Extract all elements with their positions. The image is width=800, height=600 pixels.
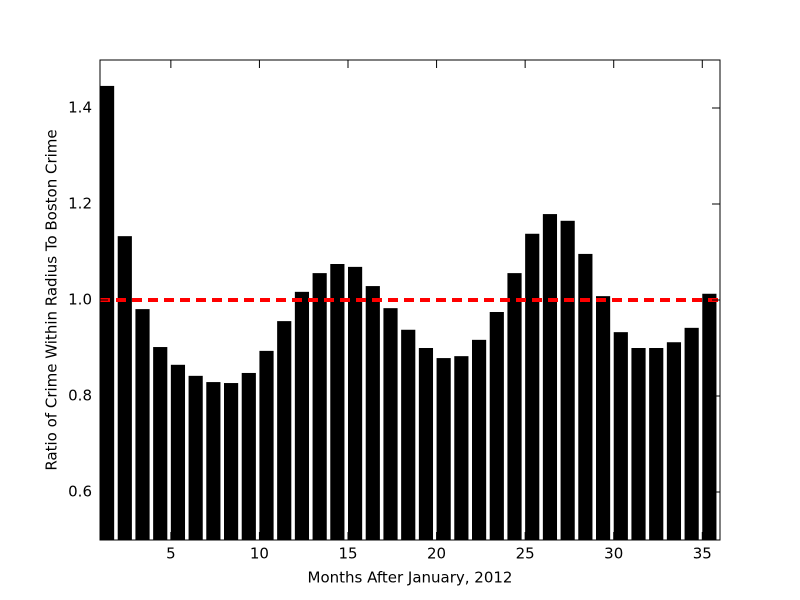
y-axis-label: Ratio of Crime Within Radius To Boston C… — [43, 129, 61, 470]
x-tick-label: 15 — [338, 545, 357, 563]
bar — [613, 332, 628, 540]
y-tick-label: 0.8 — [68, 387, 92, 405]
bar — [649, 348, 664, 540]
bar — [631, 348, 646, 540]
bar — [259, 350, 274, 540]
bar — [489, 312, 504, 540]
bar — [117, 236, 132, 540]
bar — [472, 339, 487, 540]
x-tick-label: 30 — [604, 545, 623, 563]
bar — [454, 356, 469, 540]
bar — [188, 375, 203, 540]
bar — [436, 358, 451, 540]
y-tick-label: 0.6 — [68, 483, 92, 501]
bar — [277, 321, 292, 540]
bar — [666, 342, 682, 540]
bar — [224, 383, 239, 540]
bar — [241, 372, 256, 540]
bar — [596, 296, 611, 540]
x-tick-label: 20 — [427, 545, 446, 563]
y-tick-label: 1.4 — [68, 99, 92, 117]
bar — [330, 264, 345, 540]
bar — [507, 273, 522, 540]
bar — [418, 348, 434, 540]
x-tick-label: 25 — [516, 545, 535, 563]
bar — [401, 329, 416, 540]
bar — [702, 293, 717, 540]
x-axis-label: Months After January, 2012 — [308, 569, 513, 587]
bar — [560, 220, 575, 541]
x-tick-label: 5 — [166, 545, 176, 563]
bar — [153, 347, 168, 540]
bar — [684, 327, 699, 540]
bar — [365, 286, 380, 540]
bar — [383, 308, 398, 540]
bar — [542, 214, 558, 540]
x-tick-label: 10 — [250, 545, 269, 563]
bar — [206, 382, 221, 540]
bar — [525, 233, 540, 540]
bar — [135, 309, 150, 540]
x-tick-label: 35 — [693, 545, 712, 563]
bar — [100, 85, 115, 541]
bar — [578, 253, 593, 541]
y-tick-label: 1.0 — [68, 291, 92, 309]
bar — [312, 273, 327, 540]
bar — [348, 266, 363, 540]
y-tick-label: 1.2 — [68, 195, 92, 213]
bar — [170, 364, 186, 540]
bar — [294, 291, 310, 540]
